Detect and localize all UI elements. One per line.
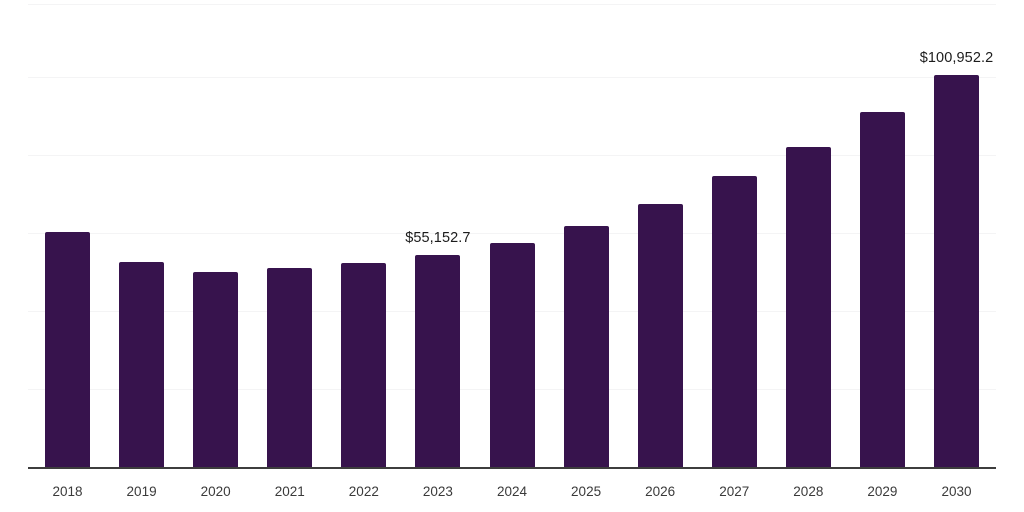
bar-value-label: $55,152.7	[405, 230, 471, 246]
bar[interactable]	[860, 112, 905, 467]
x-axis-tick-label: 2021	[274, 484, 305, 499]
bar[interactable]	[415, 255, 460, 467]
bar[interactable]	[193, 272, 238, 467]
bar[interactable]	[267, 268, 312, 467]
bar[interactable]	[934, 75, 979, 467]
x-axis-tick-label: 2023	[422, 484, 453, 499]
x-axis-tick-label: 2026	[645, 484, 676, 499]
bar[interactable]	[712, 176, 757, 467]
x-axis-tick-label: 2025	[571, 484, 602, 499]
x-axis-tick-label: 2019	[126, 484, 157, 499]
bar[interactable]	[564, 226, 609, 467]
gridline	[28, 4, 996, 5]
bar[interactable]	[490, 243, 535, 467]
x-axis-line	[28, 467, 996, 469]
x-axis-tick-label: 2024	[496, 484, 528, 499]
x-axis-tick-label: 2022	[348, 484, 379, 499]
bar[interactable]	[119, 262, 164, 467]
bar[interactable]	[786, 147, 831, 467]
x-axis-tick-label: 2027	[719, 484, 750, 499]
bar[interactable]	[638, 204, 683, 467]
bar[interactable]	[341, 263, 386, 467]
x-axis-tick-label: 2030	[941, 484, 972, 499]
x-axis-tick-label: 2018	[52, 484, 83, 499]
x-axis-tick-label: 2020	[200, 484, 231, 499]
x-axis-tick-label: 2028	[793, 484, 824, 499]
gridline	[28, 77, 996, 78]
gridline	[28, 233, 996, 234]
x-axis-tick-label: 2029	[867, 484, 898, 499]
bar[interactable]	[45, 232, 90, 467]
bar-value-label: $100,952.2	[919, 50, 994, 66]
gridline	[28, 155, 996, 156]
